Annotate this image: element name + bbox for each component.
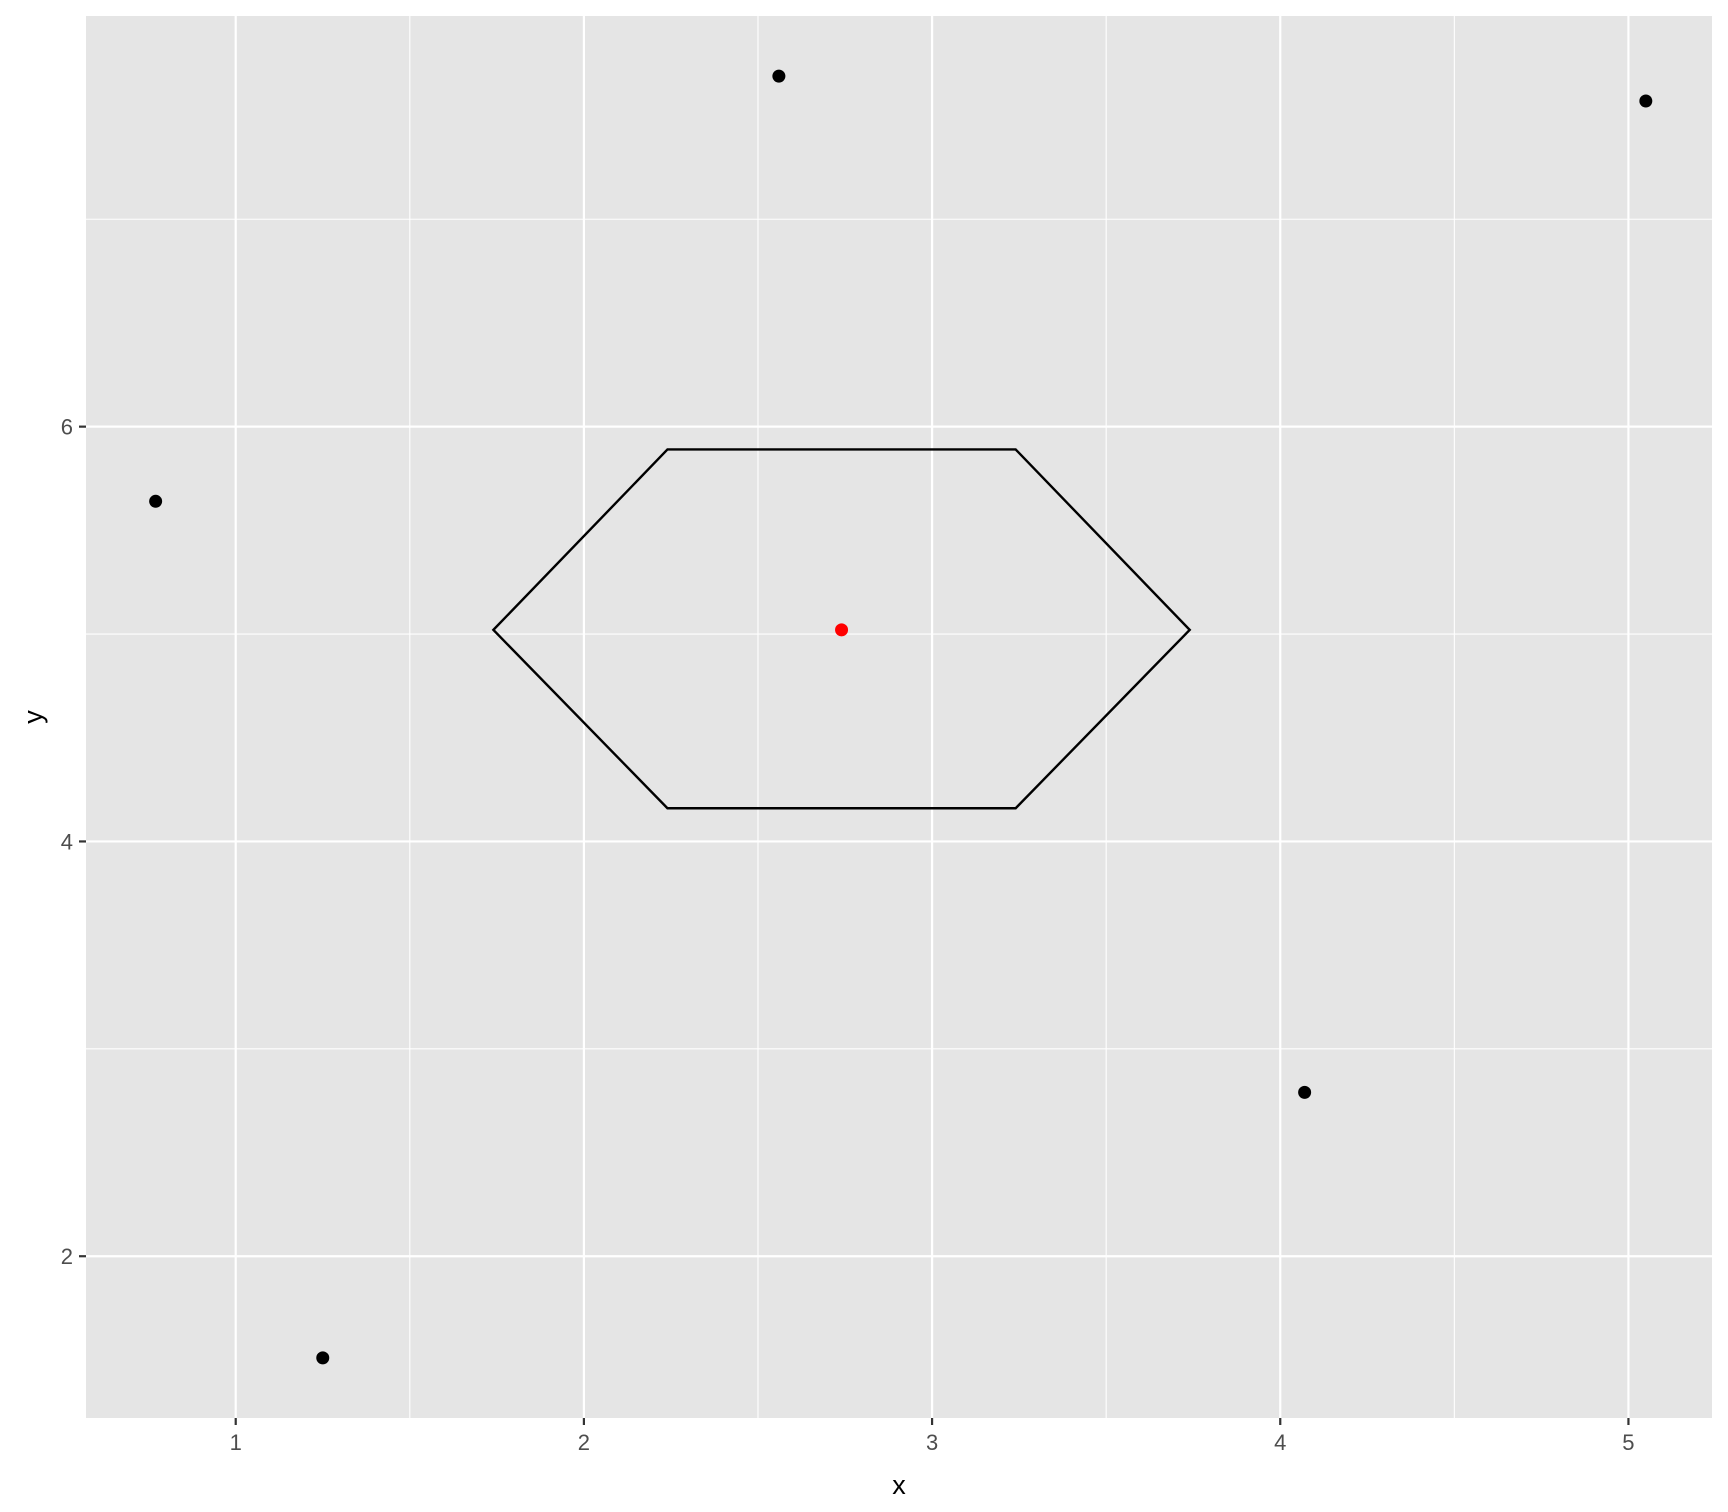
y-tick-label: 6	[61, 415, 73, 440]
major-gridlines	[86, 16, 1712, 1418]
y-tick-label: 2	[61, 1244, 73, 1269]
x-axis: 1 2 3 4 5	[230, 1418, 1635, 1455]
x-tick-label: 5	[1622, 1430, 1634, 1455]
data-point	[772, 69, 786, 83]
data-points	[149, 69, 1653, 1365]
data-point	[316, 1351, 330, 1365]
data-point	[1639, 94, 1653, 108]
hexagon-polygon	[491, 448, 1192, 810]
y-axis-title: y	[18, 710, 48, 724]
plot-panel	[86, 16, 1712, 1418]
minor-gridlines	[86, 16, 1712, 1418]
data-point	[1298, 1085, 1312, 1099]
x-tick-label: 4	[1274, 1430, 1286, 1455]
highlight-point	[835, 623, 849, 637]
x-axis-title: x	[892, 1470, 906, 1500]
x-tick-label: 1	[230, 1430, 242, 1455]
y-tick-label: 4	[61, 829, 73, 854]
data-point	[149, 494, 163, 508]
x-tick-label: 2	[578, 1430, 590, 1455]
x-tick-label: 3	[926, 1430, 938, 1455]
y-axis: 2 4 6	[61, 415, 86, 1269]
